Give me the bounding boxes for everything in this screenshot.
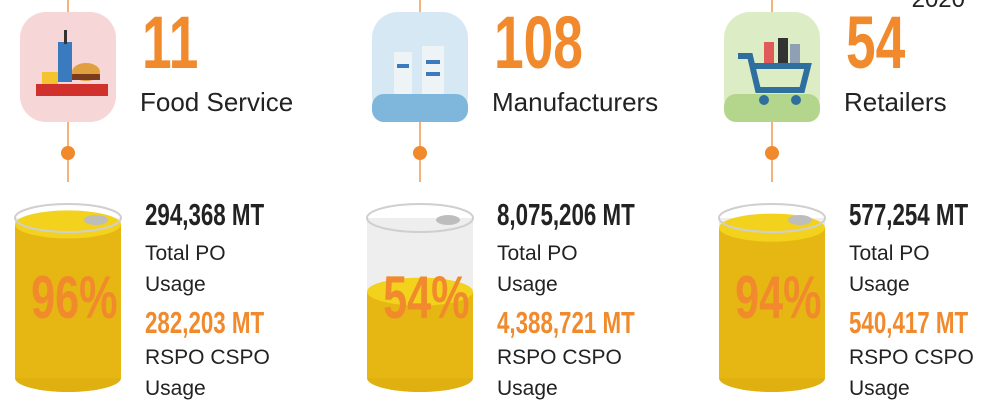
cspo-usage: 540,417 MT — [849, 306, 968, 340]
icon-part — [791, 95, 801, 105]
connector-dot — [765, 146, 779, 160]
infographic: 2020 96% 11 Food Service 294,368 MT Total PO… — [0, 0, 985, 405]
caption: Usage — [497, 377, 558, 401]
glass-cap — [788, 215, 812, 225]
year-label: 2020 — [912, 0, 965, 14]
icon-part — [58, 42, 72, 82]
caption: RSPO CSPO — [145, 346, 270, 370]
total-po: 294,368 MT — [145, 198, 264, 232]
glass-cap — [436, 215, 460, 225]
total-po: 577,254 MT — [849, 198, 968, 232]
icon-part — [426, 72, 440, 76]
icon-part — [64, 30, 67, 44]
percent-label: 54% — [383, 268, 466, 328]
icon-part — [759, 95, 769, 105]
icon-part — [724, 94, 820, 122]
column-graphic — [3, 0, 133, 405]
category-icon — [372, 12, 468, 122]
category-count: 54 — [846, 6, 905, 80]
connector-dot — [61, 146, 75, 160]
category-label: Manufacturers — [492, 87, 658, 118]
caption: Total PO — [849, 242, 930, 266]
category-icon — [20, 12, 116, 122]
caption: Total PO — [145, 242, 226, 266]
caption: Usage — [145, 377, 206, 401]
icon-part — [426, 60, 440, 64]
icon-part — [422, 46, 444, 94]
fill-top — [15, 210, 121, 238]
caption: RSPO CSPO — [497, 346, 622, 370]
column-graphic — [355, 0, 485, 405]
icon-part — [42, 72, 58, 84]
caption: Usage — [849, 273, 910, 297]
category-label: Food Service — [140, 87, 293, 118]
column-graphic — [707, 0, 837, 405]
glass-cap — [84, 215, 108, 225]
caption: Usage — [497, 273, 558, 297]
percent-label: 94% — [735, 268, 818, 328]
category-count: 108 — [494, 6, 583, 80]
icon-part — [36, 84, 108, 96]
connector-dot — [413, 146, 427, 160]
total-po: 8,075,206 MT — [497, 198, 635, 232]
caption: RSPO CSPO — [849, 346, 974, 370]
caption: Usage — [145, 273, 206, 297]
cspo-usage: 4,388,721 MT — [497, 306, 635, 340]
caption: Usage — [849, 377, 910, 401]
percent-label: 96% — [31, 268, 114, 328]
icon-part — [397, 64, 409, 68]
icon-part — [394, 52, 412, 94]
caption: Total PO — [497, 242, 578, 266]
icon-part — [372, 94, 468, 122]
category-label: Retailers — [844, 87, 947, 118]
cspo-usage: 282,203 MT — [145, 306, 264, 340]
category-count: 11 — [142, 6, 198, 80]
icon-part — [72, 74, 100, 80]
category-icon — [724, 12, 820, 122]
